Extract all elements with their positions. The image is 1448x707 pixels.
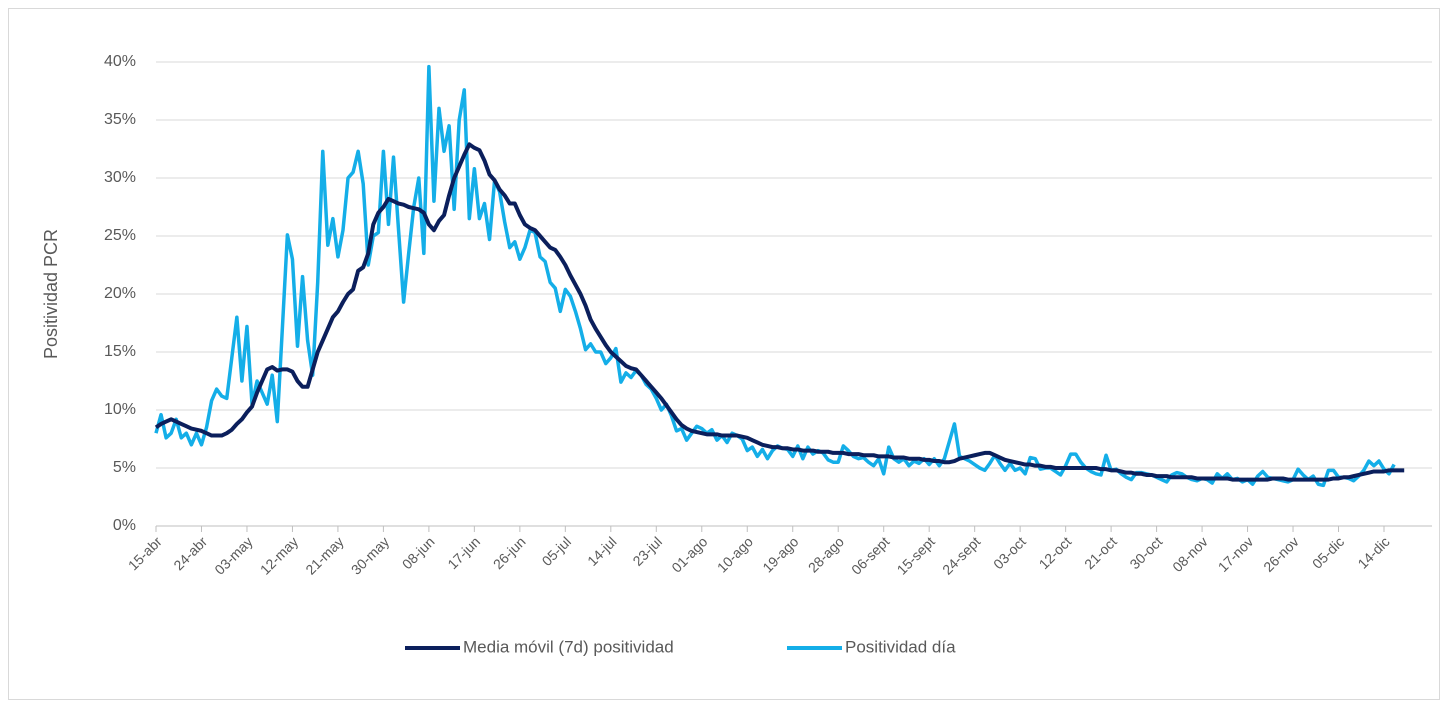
y-tick-label: 25% <box>104 227 136 244</box>
y-tick-label: 40% <box>104 53 136 70</box>
legend-label: Media móvil (7d) positividad <box>463 637 674 656</box>
y-axis-label: Positividad PCR <box>41 229 61 359</box>
y-tick-label: 10% <box>104 401 136 418</box>
chart-border <box>8 8 1440 700</box>
y-tick-label: 5% <box>113 459 136 476</box>
legend-label: Positividad día <box>845 637 956 656</box>
y-tick-label: 15% <box>104 343 136 360</box>
y-tick-label: 20% <box>104 285 136 302</box>
y-tick-label: 35% <box>104 111 136 128</box>
y-tick-label: 30% <box>104 169 136 186</box>
line-series <box>154 142 1405 482</box>
y-tick-label: 0% <box>113 517 136 534</box>
